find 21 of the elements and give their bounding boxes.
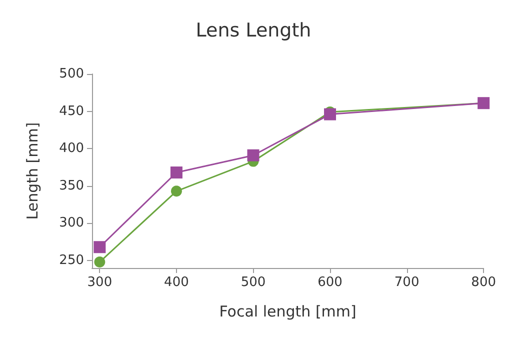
y-tick-label: 500 [59, 66, 84, 82]
x-tick-label: 800 [471, 275, 496, 290]
point [170, 166, 182, 178]
y-tick-label: 250 [59, 253, 84, 268]
x-tick-label: 300 [87, 275, 112, 290]
y-tick-label: 350 [59, 178, 84, 194]
x-tick-label: 600 [318, 275, 342, 290]
x-axis-title: Focal length [mm] [219, 302, 356, 320]
point [170, 186, 182, 197]
chart-title: Lens Length [196, 20, 312, 42]
x-tick-label: 500 [240, 275, 266, 290]
y-tick-label: 400 [59, 141, 84, 156]
point [324, 108, 336, 120]
x-tick-label: 700 [394, 275, 420, 290]
y-axis-title: Length [mm] [24, 122, 42, 220]
point [94, 241, 106, 254]
point [94, 256, 106, 268]
y-tick-label: 300 [59, 216, 84, 231]
point [247, 149, 260, 162]
x-tick-label: 400 [164, 275, 189, 290]
y-tick-label: 450 [59, 104, 84, 119]
